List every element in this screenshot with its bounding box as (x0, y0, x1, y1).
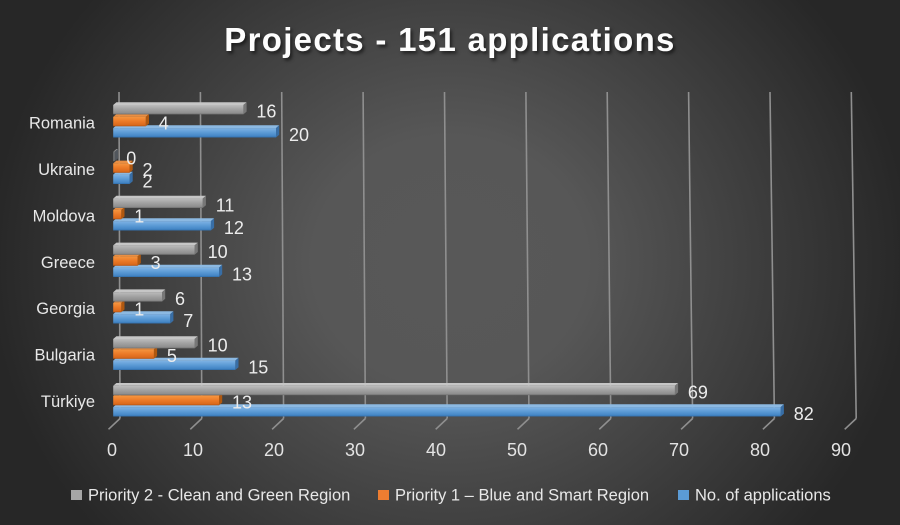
svg-text:12: 12 (224, 218, 244, 238)
svg-text:10: 10 (183, 440, 203, 460)
svg-text:13: 13 (232, 393, 252, 413)
svg-text:50: 50 (507, 440, 527, 460)
svg-text:15: 15 (248, 357, 268, 377)
svg-text:Moldova: Moldova (33, 207, 96, 225)
svg-text:30: 30 (345, 440, 365, 460)
svg-text:Bulgaria: Bulgaria (34, 346, 95, 364)
svg-text:Greece: Greece (41, 254, 95, 272)
svg-text:2: 2 (143, 171, 153, 191)
svg-text:No. of applications: No. of applications (695, 487, 831, 505)
svg-text:69: 69 (688, 383, 708, 403)
svg-text:70: 70 (669, 440, 689, 460)
svg-text:13: 13 (232, 264, 252, 284)
svg-text:7: 7 (183, 311, 193, 331)
svg-text:40: 40 (426, 440, 446, 460)
svg-text:11: 11 (216, 195, 235, 215)
svg-text:1: 1 (134, 207, 144, 227)
svg-text:10: 10 (208, 336, 228, 356)
svg-text:0: 0 (126, 149, 136, 169)
svg-text:3: 3 (151, 253, 161, 273)
svg-text:10: 10 (208, 242, 228, 262)
svg-text:Romania: Romania (29, 115, 96, 133)
svg-text:Ukraine: Ukraine (38, 161, 95, 179)
svg-text:60: 60 (588, 440, 608, 460)
svg-text:5: 5 (167, 346, 177, 366)
svg-text:80: 80 (750, 440, 770, 460)
svg-text:20: 20 (289, 125, 309, 145)
svg-text:2: 2 (143, 160, 153, 180)
svg-text:Priority 1 – Blue and Smart Re: Priority 1 – Blue and Smart Region (395, 487, 649, 505)
svg-text:Georgia: Georgia (36, 300, 96, 318)
svg-text:6: 6 (175, 289, 185, 309)
svg-text:90: 90 (831, 440, 851, 460)
svg-text:16: 16 (256, 102, 276, 122)
svg-text:20: 20 (264, 440, 284, 460)
svg-text:82: 82 (794, 404, 814, 424)
svg-text:Priority 2 - Clean and Green R: Priority 2 - Clean and Green Region (88, 487, 350, 505)
svg-text:0: 0 (107, 440, 117, 460)
svg-text:1: 1 (134, 300, 144, 320)
svg-text:4: 4 (159, 114, 169, 134)
svg-text:Türkiye: Türkiye (41, 393, 95, 411)
